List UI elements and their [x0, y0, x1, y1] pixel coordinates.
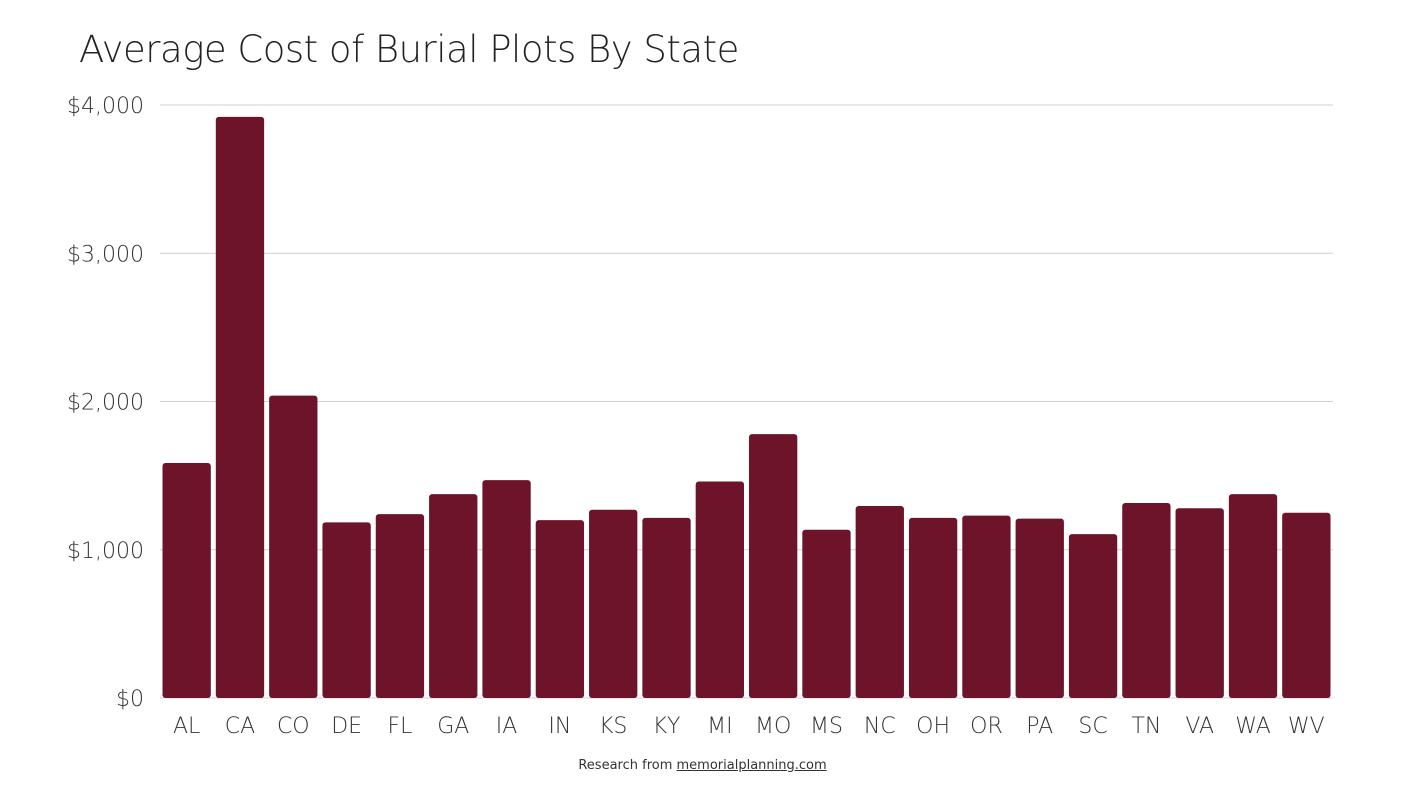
footer: Research from memorialplanning.com: [0, 758, 1405, 773]
x-tick-label: VA: [1185, 714, 1214, 739]
x-tick-label: CO: [277, 714, 310, 739]
x-tick-label: MS: [810, 714, 843, 739]
bar-oh: [908, 517, 958, 698]
x-tick-label: IA: [496, 714, 518, 739]
bar-ca: [215, 116, 265, 699]
x-tick-label: WA: [1235, 714, 1271, 739]
chart-title: Average Cost of Burial Plots By State: [79, 28, 739, 71]
bar-fl: [375, 514, 425, 698]
bar-or: [962, 515, 1011, 698]
x-tick-label: KS: [599, 714, 627, 739]
x-tick-label: PA: [1026, 714, 1053, 739]
source-link[interactable]: memorialplanning.com: [676, 758, 827, 773]
x-tick-label: DE: [331, 714, 362, 739]
bar-co: [269, 395, 318, 698]
bar-wv: [1282, 512, 1331, 698]
bar-al: [162, 463, 211, 698]
y-tick-label: $2,000: [67, 391, 144, 416]
y-tick-label: $0: [116, 687, 144, 712]
bar-pa: [1015, 518, 1064, 698]
bar-tn: [1122, 503, 1171, 698]
x-tick-label: CA: [225, 714, 255, 739]
x-tick-label: GA: [437, 714, 469, 739]
x-tick-label: AL: [173, 714, 200, 739]
bar-ky: [642, 517, 691, 698]
x-tick-label: NC: [864, 714, 896, 739]
bar-va: [1175, 508, 1224, 698]
y-tick-label: $1,000: [67, 539, 144, 564]
y-tick-label: $4,000: [67, 94, 144, 119]
x-tick-label: MO: [755, 714, 791, 739]
bar-de: [322, 522, 371, 698]
x-tick-label: KY: [653, 714, 681, 739]
y-tick-label: $3,000: [67, 242, 144, 267]
x-tick-label: SC: [1078, 714, 1107, 739]
x-tick-label: OR: [970, 714, 1003, 739]
bar-in: [535, 520, 585, 698]
bar-ga: [429, 494, 478, 698]
bar-mo: [749, 434, 798, 698]
x-tick-label: TN: [1131, 714, 1161, 739]
x-tick-label: MI: [707, 714, 732, 739]
x-tick-label: IN: [548, 714, 571, 739]
bar-ks: [589, 509, 638, 698]
bar-ia: [482, 480, 531, 698]
bar-sc: [1068, 534, 1118, 698]
footer-prefix: Research from: [578, 758, 677, 773]
bar-wa: [1228, 494, 1278, 698]
x-tick-label: WV: [1288, 714, 1325, 739]
bar-mi: [695, 481, 744, 698]
bar-ms: [802, 529, 851, 698]
bar-nc: [855, 506, 904, 698]
x-tick-label: FL: [387, 714, 412, 739]
x-tick-label: OH: [916, 714, 950, 739]
